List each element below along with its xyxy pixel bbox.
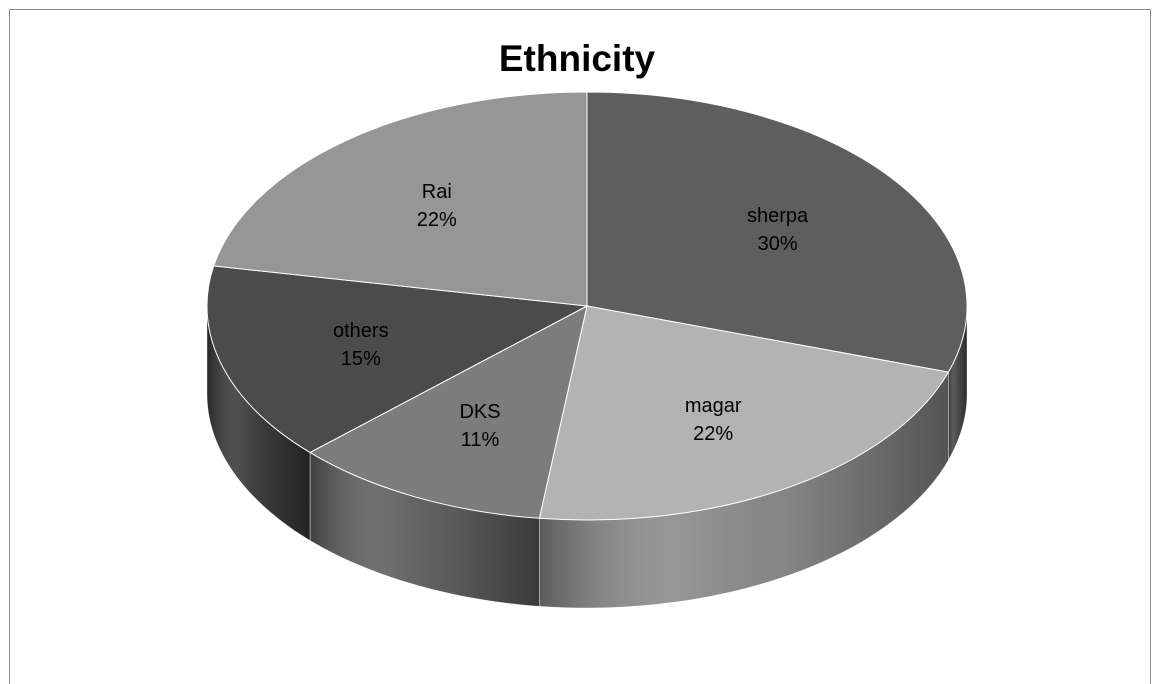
slice-side-shade-sherpa xyxy=(948,306,967,461)
slice-top-rai xyxy=(213,91,588,307)
slice-label-rai: Rai xyxy=(422,181,452,203)
slice-top-sherpa xyxy=(586,91,968,373)
slice-top-others xyxy=(206,265,589,454)
pie-tops xyxy=(206,91,968,521)
slice-side-shade-others xyxy=(207,306,310,541)
slice-percent-rai: 22% xyxy=(417,209,457,231)
slice-top-dks xyxy=(308,305,588,519)
slice-side-shade-dks xyxy=(309,452,540,607)
slice-top-magar xyxy=(538,305,950,521)
slice-label-others: others xyxy=(333,320,389,342)
pie-sides xyxy=(206,305,968,609)
slice-side-shade-magar xyxy=(539,372,949,608)
chart-title: Ethnicity xyxy=(498,38,656,79)
slice-percent-sherpa: 30% xyxy=(758,233,798,255)
slice-percent-magar: 22% xyxy=(693,423,733,445)
slice-label-dks: DKS xyxy=(459,401,500,423)
slice-percent-dks: 11% xyxy=(461,429,500,451)
slice-label-sherpa: sherpa xyxy=(747,205,809,227)
slice-percent-others: 15% xyxy=(341,348,381,370)
slice-label-magar: magar xyxy=(685,395,742,417)
pie-labels: sherpa 30% magar 22% DKS 11% others 15% Rai 22% xyxy=(333,181,809,451)
